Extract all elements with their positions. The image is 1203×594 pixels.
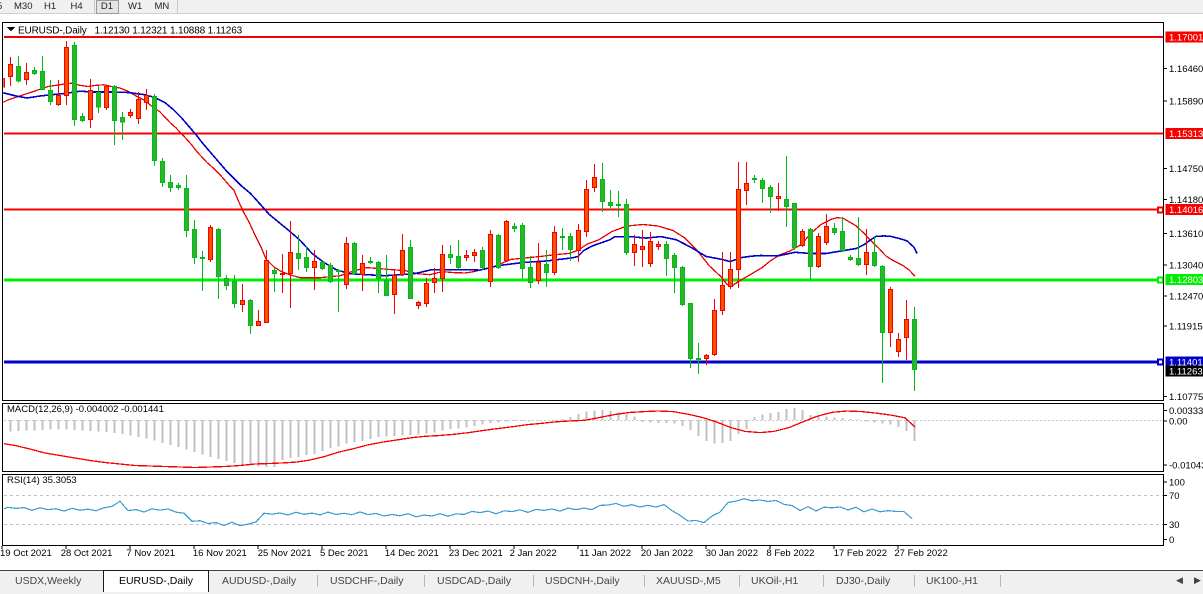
- svg-text:0: 0: [1169, 535, 1174, 546]
- svg-text:70: 70: [1169, 491, 1180, 502]
- svg-text:0.00: 0.00: [1169, 417, 1188, 428]
- svg-text:2 Jan 2022: 2 Jan 2022: [510, 548, 557, 559]
- svg-text:28 Oct 2021: 28 Oct 2021: [61, 548, 113, 559]
- svg-text:1.14750: 1.14750: [1169, 164, 1203, 175]
- svg-text:19 Oct 2021: 19 Oct 2021: [0, 548, 52, 559]
- svg-text:MACD(12,26,9) -0.004002 -0.001: MACD(12,26,9) -0.004002 -0.001441: [7, 404, 164, 415]
- svg-text:0.00333: 0.00333: [1169, 406, 1203, 417]
- svg-text:EURUSD-,Daily 1.12130 1.1232: EURUSD-,Daily 1.12130 1.12321 1.10888 1.…: [18, 26, 243, 37]
- svg-text:1.13040: 1.13040: [1169, 260, 1203, 271]
- svg-text:14 Dec 2021: 14 Dec 2021: [385, 548, 439, 559]
- svg-text:1.15313: 1.15313: [1169, 129, 1203, 140]
- svg-text:1.15890: 1.15890: [1169, 96, 1203, 107]
- svg-text:1.13610: 1.13610: [1169, 229, 1203, 240]
- svg-text:16 Nov 2021: 16 Nov 2021: [193, 548, 247, 559]
- svg-text:1.10775: 1.10775: [1169, 392, 1203, 403]
- svg-text:11 Jan 2022: 11 Jan 2022: [579, 548, 631, 559]
- svg-text:1.11263: 1.11263: [1169, 367, 1203, 378]
- svg-text:1.14016: 1.14016: [1169, 205, 1203, 216]
- svg-text:23 Dec 2021: 23 Dec 2021: [449, 548, 503, 559]
- svg-text:25 Nov 2021: 25 Nov 2021: [258, 548, 312, 559]
- svg-text:20 Jan 2022: 20 Jan 2022: [641, 548, 693, 559]
- svg-text:8 Feb 2022: 8 Feb 2022: [766, 548, 814, 559]
- svg-text:1.11915: 1.11915: [1169, 322, 1203, 333]
- svg-text:RSI(14) 35.3053: RSI(14) 35.3053: [7, 475, 77, 486]
- svg-text:1.16460: 1.16460: [1169, 64, 1203, 75]
- svg-text:17 Feb 2022: 17 Feb 2022: [834, 548, 887, 559]
- svg-text:1.12803: 1.12803: [1169, 275, 1203, 286]
- svg-text:27 Feb 2022: 27 Feb 2022: [894, 548, 947, 559]
- svg-text:1.17001: 1.17001: [1169, 33, 1203, 44]
- svg-text:30 Jan 2022: 30 Jan 2022: [706, 548, 758, 559]
- svg-text:-0.01043: -0.01043: [1169, 461, 1203, 472]
- svg-text:5 Dec 2021: 5 Dec 2021: [320, 548, 369, 559]
- svg-text:1.12470: 1.12470: [1169, 291, 1203, 302]
- svg-text:7 Nov 2021: 7 Nov 2021: [126, 548, 175, 559]
- svg-text:100: 100: [1169, 478, 1185, 489]
- svg-text:30: 30: [1169, 520, 1180, 531]
